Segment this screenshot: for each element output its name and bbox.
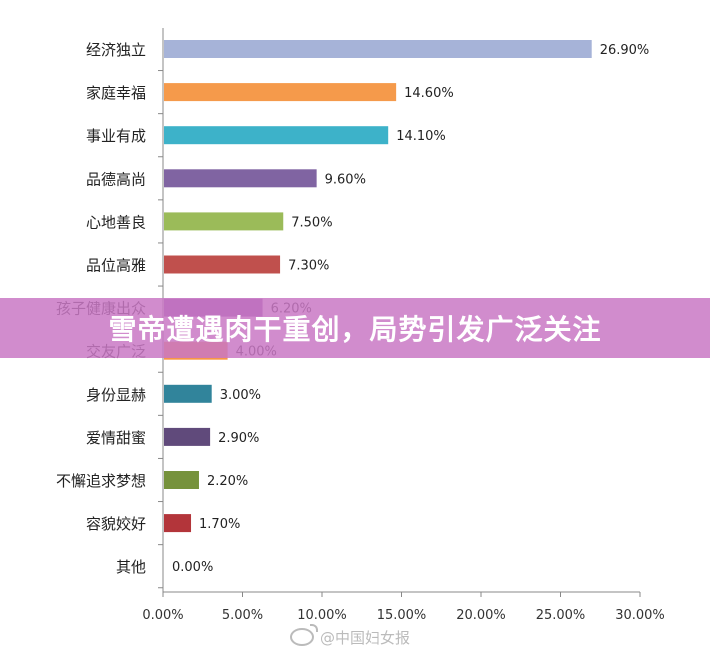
bar: [164, 427, 211, 446]
category-label: 爱情甜蜜: [86, 429, 146, 447]
x-tick-label: 30.00%: [615, 608, 665, 623]
bar: [164, 255, 281, 274]
bar: [164, 514, 192, 533]
x-tick-label: 0.00%: [142, 608, 183, 623]
bar: [164, 212, 284, 231]
bar: [164, 83, 397, 102]
data-label: 7.30%: [288, 259, 329, 274]
data-label: 26.90%: [600, 43, 650, 58]
bar: [164, 384, 212, 403]
category-label: 不懈追求梦想: [56, 472, 146, 490]
x-tick-label: 10.00%: [297, 608, 347, 623]
data-label: 2.20%: [207, 474, 248, 489]
headline-banner: 雪帝遭遇肉干重创，局势引发广泛关注: [0, 298, 710, 358]
bar: [164, 169, 317, 188]
category-label: 家庭幸福: [86, 84, 146, 102]
category-label: 品位高雅: [86, 257, 146, 275]
data-label: 9.60%: [325, 172, 366, 187]
category-label: 身份显赫: [86, 386, 146, 404]
watermark: @中国妇女报: [290, 624, 411, 648]
category-label: 心地善良: [86, 213, 146, 231]
x-tick-label: 15.00%: [377, 608, 427, 623]
bar: [164, 471, 199, 489]
category-label: 容貌姣好: [86, 515, 146, 533]
data-label: 2.90%: [218, 431, 259, 446]
data-label: 7.50%: [291, 215, 332, 230]
data-label: 14.10%: [396, 129, 446, 144]
category-label: 品德高尚: [86, 170, 146, 188]
watermark-text: @中国妇女报: [320, 628, 411, 647]
data-label: 14.60%: [404, 86, 454, 101]
x-tick-label: 5.00%: [222, 608, 263, 623]
x-tick-label: 20.00%: [456, 608, 506, 623]
category-label: 事业有成: [86, 127, 146, 145]
headline-text: 雪帝遭遇肉干重创，局势引发广泛关注: [108, 313, 602, 346]
data-label: 0.00%: [172, 560, 213, 575]
category-label: 其他: [116, 558, 146, 576]
weibo-icon: [290, 624, 318, 646]
category-label: 经济独立: [86, 41, 146, 59]
x-tick-label: 25.00%: [536, 608, 586, 623]
bar: [164, 40, 592, 58]
data-label: 1.70%: [199, 517, 240, 532]
data-label: 3.00%: [220, 388, 261, 403]
bar: [164, 126, 389, 145]
